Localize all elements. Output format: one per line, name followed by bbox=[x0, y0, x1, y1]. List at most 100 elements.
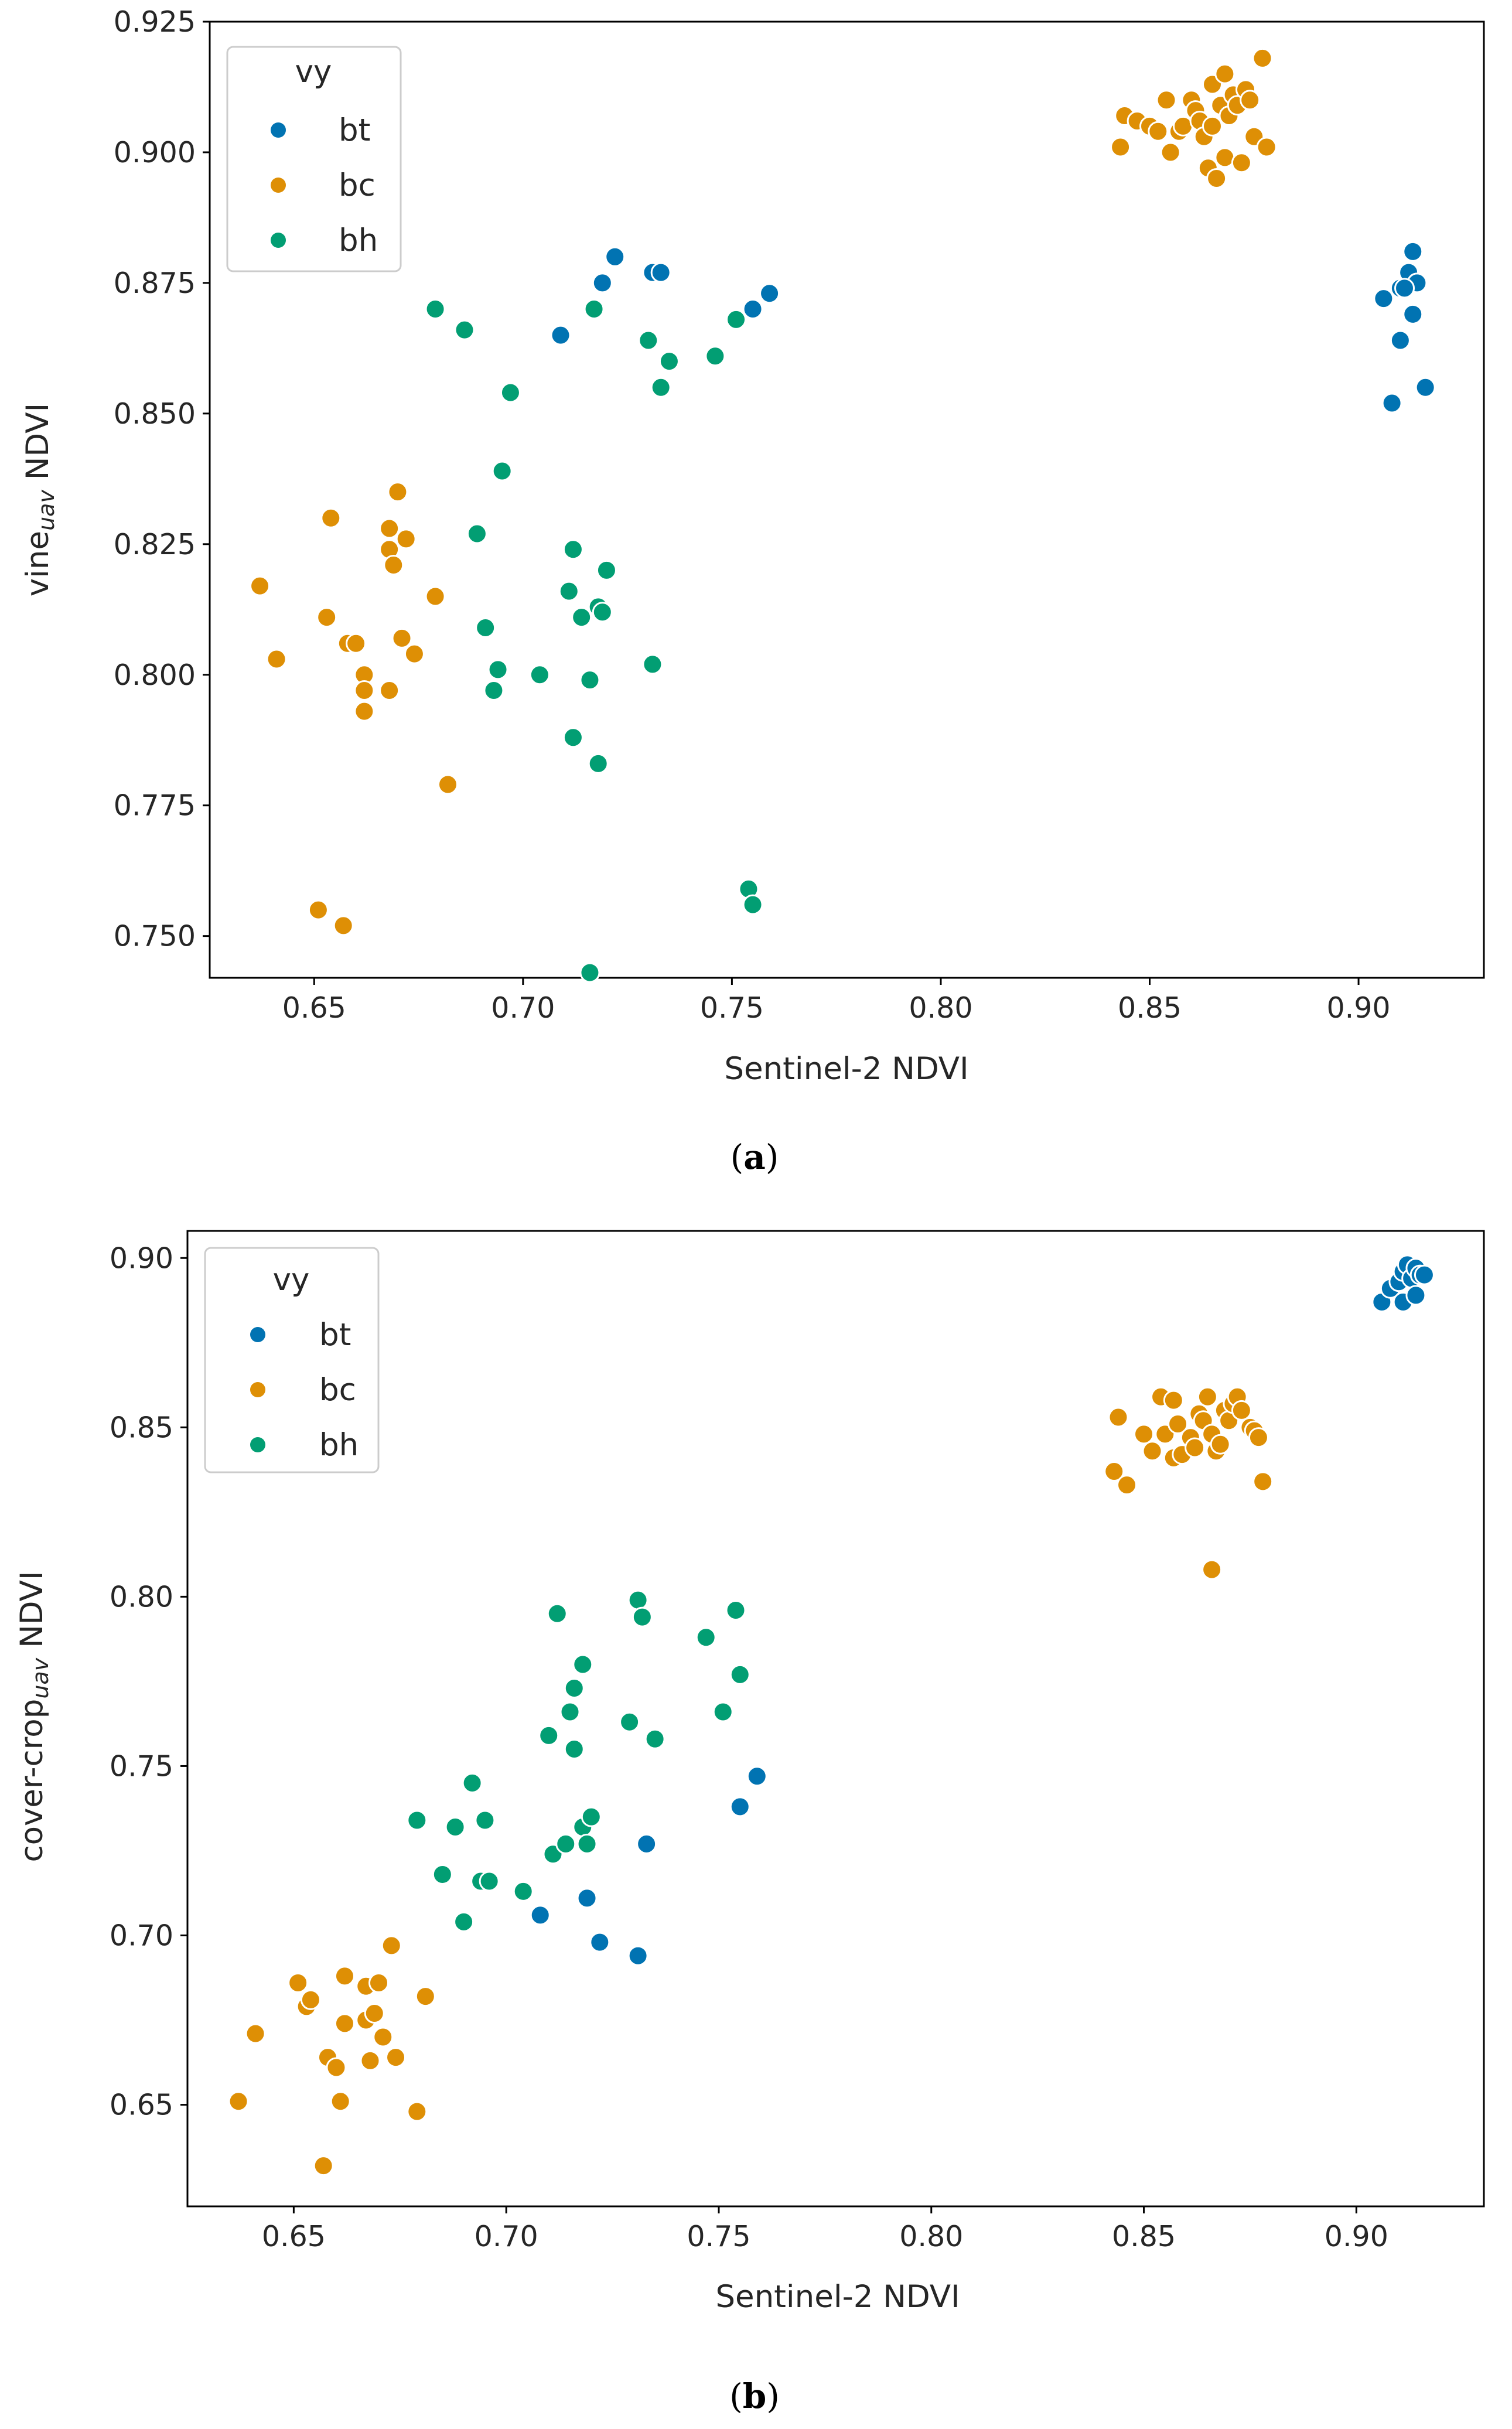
point-bc bbox=[1210, 1434, 1231, 1455]
point-bc bbox=[1248, 1427, 1269, 1448]
point-bc bbox=[1104, 1461, 1125, 1482]
x-tick-label: 0.65 bbox=[262, 2220, 326, 2253]
point-bc bbox=[415, 1986, 436, 2007]
point-bh bbox=[538, 1725, 559, 1746]
point-bc bbox=[391, 627, 412, 649]
point-bt bbox=[1390, 330, 1411, 351]
point-bh bbox=[432, 1864, 453, 1885]
point-bc bbox=[1156, 90, 1177, 111]
point-bt bbox=[1402, 303, 1424, 325]
point-bh bbox=[475, 1810, 496, 1831]
y-tick-label: 0.75 bbox=[110, 1749, 173, 1783]
legend-marker-bt-a bbox=[271, 122, 286, 138]
x-tick-label: 0.90 bbox=[1325, 2220, 1388, 2253]
point-bh bbox=[453, 1911, 475, 1932]
legend-box-b bbox=[204, 1247, 380, 1473]
y-tick-label: 0.750 bbox=[114, 920, 196, 953]
point-bc bbox=[228, 2091, 249, 2112]
x-tick-label: 0.85 bbox=[1118, 991, 1182, 1025]
x-tick-label: 0.80 bbox=[909, 991, 972, 1025]
point-bc bbox=[1117, 1475, 1138, 1496]
point-bh bbox=[726, 309, 747, 330]
point-bc bbox=[320, 507, 342, 528]
point-bh bbox=[425, 298, 446, 319]
y-tick-label: 0.775 bbox=[114, 789, 196, 823]
point-bh bbox=[513, 1881, 534, 1902]
point-bc bbox=[1163, 1390, 1184, 1411]
point-bh bbox=[558, 581, 579, 602]
point-bc bbox=[385, 2047, 407, 2068]
point-bt bbox=[1414, 1264, 1435, 1285]
point-bc bbox=[1110, 137, 1131, 158]
point-bh bbox=[644, 1728, 665, 1749]
point-bc bbox=[1214, 63, 1235, 84]
point-bt bbox=[1373, 288, 1394, 309]
point-bc bbox=[379, 680, 400, 701]
y-tick-label: 0.85 bbox=[110, 1411, 173, 1444]
data-points-b bbox=[228, 1254, 1435, 2176]
legend-label-bt-b: bt bbox=[319, 1317, 351, 1353]
y-tick-label: 0.925 bbox=[114, 5, 196, 39]
point-bh bbox=[562, 539, 583, 560]
point-bc bbox=[288, 1972, 309, 1993]
point-bc bbox=[334, 1966, 355, 1987]
legend-label-bc-b: bc bbox=[319, 1372, 356, 1408]
point-bh bbox=[579, 670, 600, 691]
point-bt bbox=[627, 1945, 649, 1966]
y-tick-label: 0.90 bbox=[110, 1241, 173, 1275]
caption-b: (b) bbox=[729, 2376, 780, 2416]
point-bh bbox=[562, 727, 583, 748]
point-bc bbox=[245, 2023, 266, 2044]
legend-b: vy bt bc bh bbox=[204, 1247, 380, 1473]
point-bc bbox=[266, 649, 287, 670]
legend-marker-bh-a bbox=[271, 233, 286, 248]
y-tick-label: 0.800 bbox=[114, 659, 196, 692]
point-bc bbox=[437, 774, 458, 795]
point-bc bbox=[354, 701, 375, 722]
point-bh bbox=[445, 1817, 466, 1837]
point-bh bbox=[742, 894, 763, 915]
plot-area-b bbox=[186, 1230, 1485, 2208]
x-tick-label: 0.70 bbox=[491, 991, 555, 1025]
point-bh bbox=[579, 962, 600, 983]
point-bh bbox=[627, 1589, 649, 1611]
point-bc bbox=[364, 2002, 385, 2024]
point-bh bbox=[632, 1606, 653, 1628]
point-bh bbox=[572, 1654, 593, 1675]
point-bt bbox=[530, 1905, 551, 1926]
point-bc bbox=[1160, 142, 1181, 163]
point-bc bbox=[1252, 47, 1273, 69]
point-bc bbox=[1168, 1414, 1189, 1435]
point-bh bbox=[638, 330, 659, 351]
legend-title-b: vy bbox=[273, 1262, 310, 1298]
point-bc bbox=[334, 2013, 355, 2034]
point-bc bbox=[1142, 1441, 1163, 1462]
point-bt bbox=[729, 1796, 750, 1817]
point-bt bbox=[592, 272, 613, 294]
point-bc bbox=[373, 2027, 394, 2048]
point-bc bbox=[313, 2155, 334, 2176]
x-tick-label: 0.75 bbox=[700, 991, 764, 1025]
point-bc bbox=[425, 586, 446, 607]
point-bh bbox=[658, 351, 680, 372]
point-bc bbox=[379, 518, 400, 539]
point-bc bbox=[1240, 90, 1261, 111]
x-tick-label: 0.75 bbox=[687, 2220, 750, 2253]
y-tick-label: 0.70 bbox=[110, 1919, 173, 1953]
point-bc bbox=[404, 643, 425, 664]
point-bt bbox=[742, 298, 763, 319]
point-bc bbox=[354, 680, 375, 701]
legend-label-bt-a: bt bbox=[339, 112, 370, 148]
legend-title-a: vy bbox=[295, 54, 332, 90]
point-bh bbox=[475, 617, 496, 638]
y-axis-ticks-b: 0.65 0.70 0.75 0.80 0.85 0.90 bbox=[110, 1241, 187, 2122]
point-bh bbox=[564, 1677, 585, 1698]
point-bc bbox=[316, 607, 337, 628]
point-bt bbox=[1381, 393, 1402, 414]
point-bc bbox=[407, 2101, 428, 2122]
point-bc bbox=[1134, 1424, 1155, 1445]
legend-marker-bh-b bbox=[250, 1437, 265, 1452]
point-bh bbox=[583, 298, 605, 319]
point-bt bbox=[636, 1833, 657, 1854]
x-tick-label: 0.80 bbox=[899, 2220, 963, 2253]
